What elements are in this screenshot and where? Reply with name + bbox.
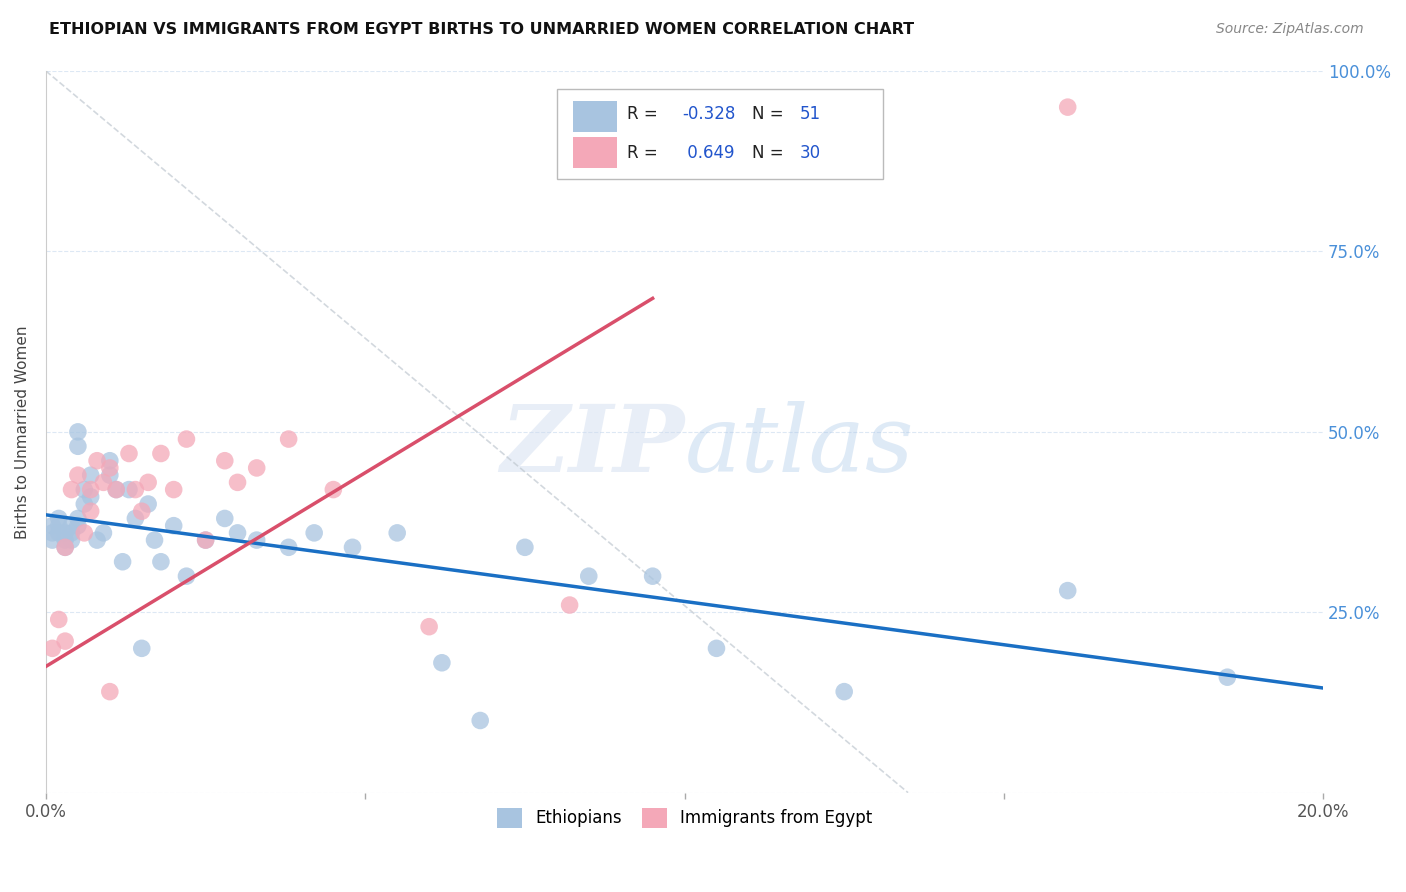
Point — [66, 425, 89, 439]
Point — [41, 518, 63, 533]
Point — [98, 684, 121, 698]
Point — [73, 483, 96, 497]
Y-axis label: Births to Unmarried Women: Births to Unmarried Women — [15, 325, 30, 539]
Point — [302, 525, 325, 540]
Point — [66, 511, 89, 525]
Point — [246, 461, 269, 475]
Text: N =: N = — [752, 144, 789, 161]
Point — [641, 569, 664, 583]
Text: Source: ZipAtlas.com: Source: ZipAtlas.com — [1216, 22, 1364, 37]
Point — [277, 432, 299, 446]
Text: 30: 30 — [800, 144, 821, 161]
Point — [118, 446, 141, 460]
Point — [48, 511, 70, 525]
Point — [1056, 583, 1078, 598]
Point — [706, 641, 728, 656]
Point — [176, 432, 198, 446]
Point — [124, 511, 146, 525]
Point — [93, 475, 115, 490]
Point — [163, 483, 186, 497]
Point — [194, 533, 217, 547]
Point — [131, 504, 153, 518]
Text: ZIP: ZIP — [501, 401, 685, 491]
Point — [105, 483, 128, 497]
FancyBboxPatch shape — [557, 89, 883, 179]
Point — [578, 569, 600, 583]
Legend: Ethiopians, Immigrants from Egypt: Ethiopians, Immigrants from Egypt — [491, 801, 879, 835]
Point — [342, 541, 364, 555]
Point — [53, 634, 76, 648]
Point — [1056, 100, 1078, 114]
Point — [118, 483, 141, 497]
Point — [79, 468, 101, 483]
Point — [194, 533, 217, 547]
Point — [53, 525, 76, 540]
Point — [48, 612, 70, 626]
Point — [41, 525, 63, 540]
Text: N =: N = — [752, 105, 789, 123]
Point — [163, 518, 186, 533]
Point — [53, 533, 76, 547]
Point — [1216, 670, 1239, 684]
FancyBboxPatch shape — [574, 101, 617, 132]
Point — [111, 555, 134, 569]
Text: -0.328: -0.328 — [682, 105, 735, 123]
Point — [79, 483, 101, 497]
Point — [66, 468, 89, 483]
Point — [48, 518, 70, 533]
Text: 0.649: 0.649 — [682, 144, 734, 161]
Point — [246, 533, 269, 547]
Point — [79, 490, 101, 504]
Point — [105, 483, 128, 497]
Point — [53, 541, 76, 555]
Point — [66, 439, 89, 453]
Point — [385, 525, 408, 540]
Point — [176, 569, 198, 583]
Point — [48, 525, 70, 540]
Point — [53, 541, 76, 555]
Point — [60, 525, 83, 540]
Point — [418, 620, 440, 634]
Point — [98, 461, 121, 475]
Point — [66, 518, 89, 533]
Point — [832, 684, 855, 698]
Text: R =: R = — [627, 105, 664, 123]
Point — [98, 454, 121, 468]
Text: ETHIOPIAN VS IMMIGRANTS FROM EGYPT BIRTHS TO UNMARRIED WOMEN CORRELATION CHART: ETHIOPIAN VS IMMIGRANTS FROM EGYPT BIRTH… — [49, 22, 914, 37]
Point — [73, 525, 96, 540]
Point — [214, 511, 236, 525]
Point — [430, 656, 453, 670]
Point — [558, 598, 581, 612]
Point — [513, 541, 536, 555]
Point — [226, 525, 249, 540]
Point — [60, 483, 83, 497]
Point — [93, 525, 115, 540]
Point — [79, 504, 101, 518]
Point — [73, 497, 96, 511]
Point — [60, 533, 83, 547]
Text: R =: R = — [627, 144, 664, 161]
Point — [86, 454, 108, 468]
Point — [86, 533, 108, 547]
Point — [322, 483, 344, 497]
Point — [131, 641, 153, 656]
Point — [470, 714, 492, 728]
Point — [136, 497, 159, 511]
Point — [41, 641, 63, 656]
Point — [41, 533, 63, 547]
Point — [124, 483, 146, 497]
Point — [149, 555, 172, 569]
Point — [149, 446, 172, 460]
Point — [60, 518, 83, 533]
Text: 51: 51 — [800, 105, 821, 123]
Point — [214, 454, 236, 468]
Point — [277, 541, 299, 555]
Point — [98, 468, 121, 483]
Point — [226, 475, 249, 490]
Text: atlas: atlas — [685, 401, 914, 491]
Point — [136, 475, 159, 490]
FancyBboxPatch shape — [574, 136, 617, 169]
Point — [143, 533, 166, 547]
